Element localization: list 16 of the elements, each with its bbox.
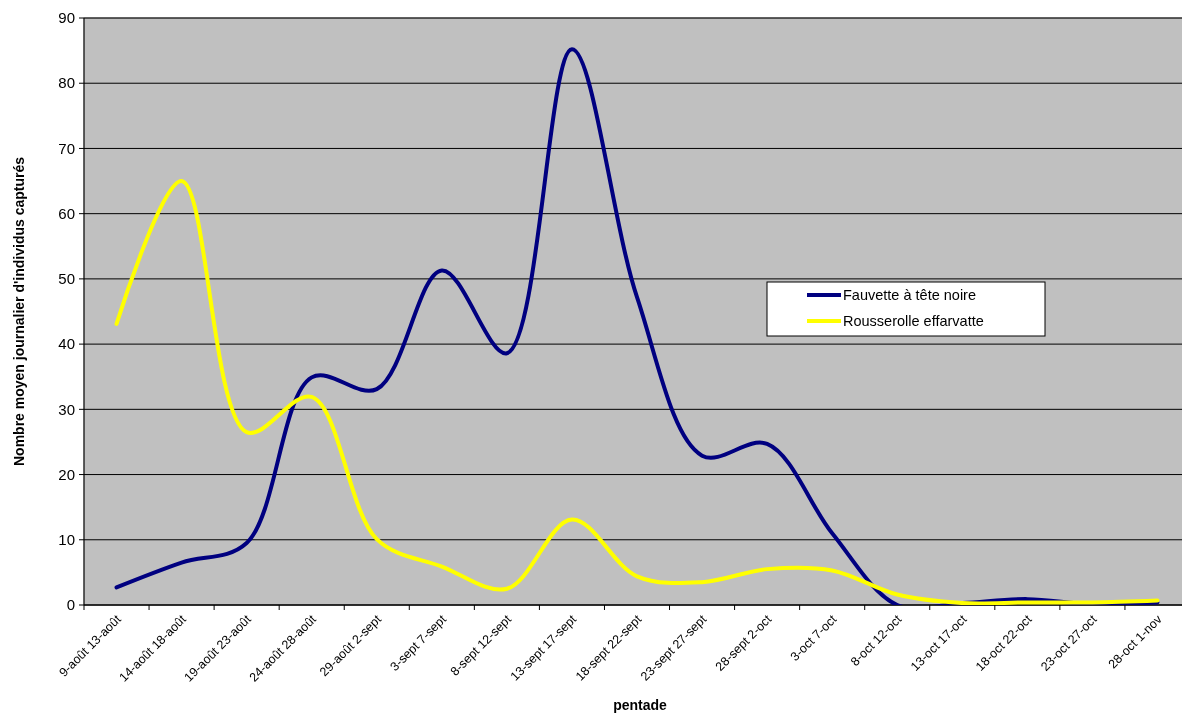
x-axis-title: pentade [613, 697, 668, 713]
legend-label: Fauvette à tête noire [843, 287, 976, 304]
y-tick-label: 70 [58, 139, 75, 157]
y-tick-label: 20 [58, 465, 75, 483]
y-tick-label: 60 [58, 204, 75, 222]
line-series [114, 47, 1160, 605]
y-tick-label: 0 [66, 596, 75, 614]
y-tick-label: 90 [58, 9, 75, 27]
y-tick-label: 10 [58, 531, 75, 549]
y-axis-title: Nombre moyen journalier d'individus capturés [11, 156, 27, 467]
y-tick-label: 50 [58, 270, 75, 288]
y-tick-label: 40 [58, 335, 75, 353]
line-series [114, 179, 1160, 605]
y-tick-label: 80 [58, 74, 75, 92]
y-tick-label: 30 [58, 400, 75, 418]
legend-label: Rousserolle effarvatte [843, 313, 984, 330]
